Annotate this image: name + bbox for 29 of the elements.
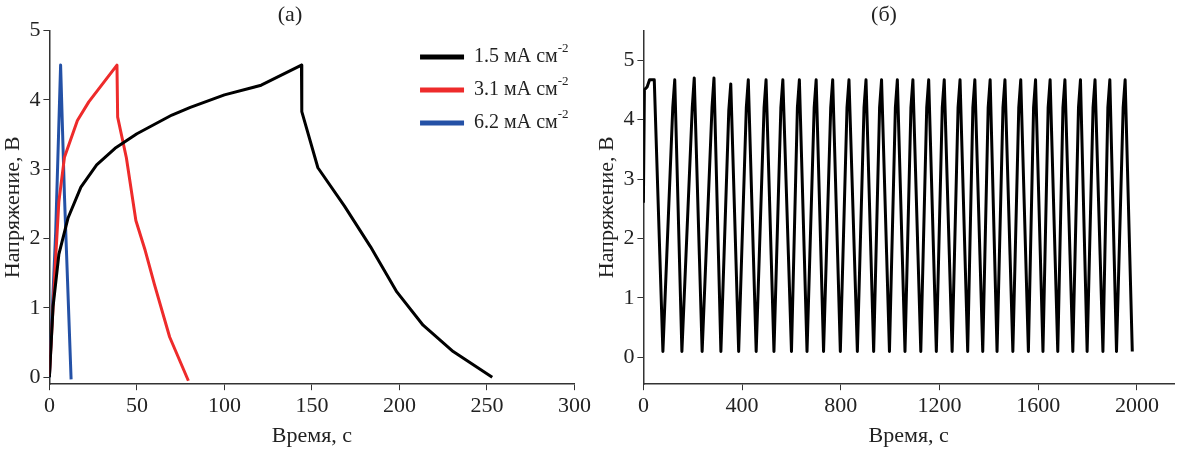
x-tick-label: 100 bbox=[207, 392, 241, 418]
y-tick-label: 3 bbox=[623, 164, 635, 190]
chart-title: (а) bbox=[277, 0, 303, 26]
y-axis-title: Напряжение, В bbox=[0, 136, 24, 279]
chart-title: (б) bbox=[871, 0, 897, 26]
y-axis-title: Напряжение, В bbox=[592, 136, 618, 279]
y-tick-label: 5 bbox=[29, 16, 41, 42]
x-tick-label: 50 bbox=[125, 392, 148, 418]
x-tick-label: 200 bbox=[382, 392, 416, 418]
y-tick-label: 1 bbox=[623, 283, 635, 309]
x-tick-label: 2000 bbox=[1114, 392, 1159, 418]
y-tick-label: 0 bbox=[29, 363, 41, 389]
x-axis-title: Время, с bbox=[271, 421, 353, 447]
y-tick-label: 4 bbox=[623, 105, 635, 131]
y-tick-label: 0 bbox=[623, 343, 635, 369]
x-tick-label: 300 bbox=[558, 392, 591, 418]
y-tick-label: 1 bbox=[29, 293, 41, 319]
y-tick-label: 2 bbox=[623, 224, 635, 250]
x-tick-label: 1600 bbox=[1016, 392, 1061, 418]
x-tick-label: 400 bbox=[725, 392, 759, 418]
x-tick-label: 250 bbox=[470, 392, 504, 418]
y-tick-label: 5 bbox=[623, 45, 635, 71]
y-tick-label: 3 bbox=[29, 154, 41, 180]
x-tick-label: 150 bbox=[295, 392, 329, 418]
x-tick-label: 800 bbox=[824, 392, 858, 418]
y-tick-label: 4 bbox=[29, 85, 41, 111]
x-tick-label: 1200 bbox=[917, 392, 962, 418]
y-tick-label: 2 bbox=[29, 224, 41, 250]
x-axis-title: Время, с bbox=[868, 421, 950, 447]
